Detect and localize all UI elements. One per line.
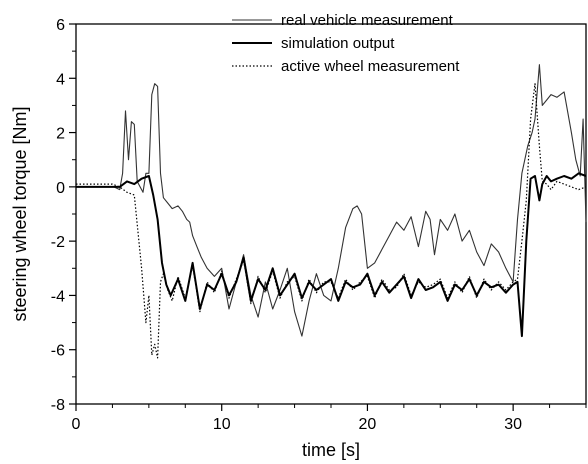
- series-line-1: [76, 64, 587, 337]
- y-tick-label: 4: [56, 71, 65, 88]
- plot-group: [75, 23, 587, 405]
- y-tick-label: -6: [51, 343, 65, 360]
- y-tick-label: 6: [56, 17, 65, 34]
- y-tick-label: 2: [56, 126, 65, 143]
- y-tick-label: 0: [56, 180, 65, 197]
- y-tick-label: -2: [51, 234, 65, 251]
- legend-label-1: real vehicle measurement: [281, 12, 454, 29]
- x-tick-label: 0: [72, 416, 81, 433]
- series-line-3: [76, 83, 587, 359]
- y-tick-label: -4: [51, 288, 65, 305]
- x-tick-label: 30: [504, 416, 522, 433]
- legend-label-2: simulation output: [281, 35, 395, 52]
- legend-label-3: active wheel measurement: [281, 58, 460, 75]
- y-axis-title: steering wheel torque [Nm]: [10, 106, 30, 321]
- legend: real vehicle measurement simulation outpu…: [232, 12, 460, 75]
- series-line-2: [76, 172, 587, 338]
- x-tick-label: 10: [213, 416, 231, 433]
- axes-group: 0 10 20 30 -8 -6 -4 -2 0 2 4 6: [51, 17, 587, 433]
- x-tick-label: 20: [359, 416, 377, 433]
- y-tick-label: -8: [51, 397, 65, 414]
- plot-frame: [75, 23, 587, 405]
- series-group: [76, 64, 587, 359]
- x-axis-title: time [s]: [302, 440, 360, 460]
